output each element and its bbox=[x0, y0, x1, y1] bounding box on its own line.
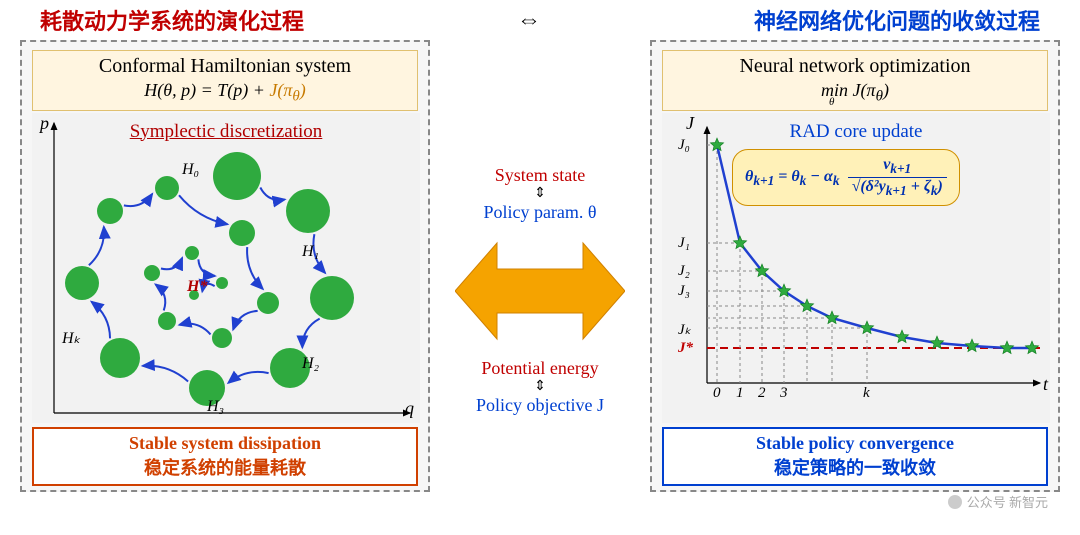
left-panel-header: Conformal Hamiltonian system H(θ, p) = T… bbox=[32, 50, 418, 111]
x-tick-label: 3 bbox=[780, 385, 788, 402]
left-chart-area: Symplectic discretization p q bbox=[32, 113, 420, 423]
x-tick-label: 0 bbox=[713, 385, 721, 402]
watermark: 公众号 新智元 bbox=[947, 492, 1048, 511]
x-tick-label: 1 bbox=[736, 385, 744, 402]
h-label: H₂ bbox=[302, 355, 319, 373]
watermark-icon bbox=[947, 494, 963, 510]
left-chart-svg bbox=[32, 113, 420, 423]
h-label: H₃ bbox=[207, 398, 224, 416]
right-header-equation: min J(πθ) θ bbox=[669, 80, 1041, 106]
right-chart-area: RAD core update θk+1 = θk − αk vk+1 √(δ²… bbox=[662, 113, 1050, 423]
policy-objective-label: Policy objective J bbox=[476, 394, 604, 417]
y-tick-label: Jₖ bbox=[678, 320, 691, 339]
right-footer-en: Stable policy convergence bbox=[670, 433, 1040, 454]
y-tick-label: J₁ bbox=[678, 235, 690, 252]
center-bottom-label: Potential energy ⇕ Policy objective J bbox=[476, 357, 604, 418]
potential-energy-label: Potential energy bbox=[476, 357, 604, 380]
h-label: H₀ bbox=[182, 161, 199, 179]
h-star-label: H* bbox=[187, 278, 207, 296]
right-header-title: Neural network optimization bbox=[669, 55, 1041, 78]
rad-formula: θk+1 = θk − αk vk+1 √(δ²yk+1 + ζk) bbox=[732, 149, 960, 206]
panels-row: Conformal Hamiltonian system H(θ, p) = T… bbox=[0, 40, 1080, 492]
right-panel-header: Neural network optimization min J(πθ) θ bbox=[662, 50, 1048, 111]
big-double-arrow-icon bbox=[455, 231, 625, 351]
y-tick-label: J* bbox=[678, 340, 693, 357]
watermark-text: 公众号 新智元 bbox=[967, 492, 1048, 511]
right-panel: Neural network optimization min J(πθ) θ … bbox=[650, 40, 1060, 492]
x-tick-label: k bbox=[863, 385, 870, 402]
center-column: System state ⇕ Policy param. θ Potential… bbox=[440, 40, 640, 492]
policy-param-label: Policy param. θ bbox=[483, 201, 596, 224]
updown-icon: ⇕ bbox=[483, 187, 596, 201]
right-title: 神经网络优化问题的收敛过程 bbox=[754, 4, 1040, 36]
eq-pre: H(θ, p) = T(p) + bbox=[144, 80, 269, 100]
left-header-title: Conformal Hamiltonian system bbox=[39, 55, 411, 78]
eq-J: J(πθ) bbox=[269, 80, 305, 100]
y-tick-label: J₃ bbox=[678, 283, 690, 300]
system-state-label: System state bbox=[483, 164, 596, 187]
h-label: H₁ bbox=[302, 243, 319, 261]
x-tick-label: 2 bbox=[758, 385, 766, 402]
y-tick-label: J₂ bbox=[678, 263, 690, 280]
title-row: 耗散动力学系统的演化过程 ⇔ 神经网络优化问题的收敛过程 bbox=[0, 0, 1080, 36]
left-chart-title: Symplectic discretization bbox=[32, 121, 420, 143]
right-footer: Stable policy convergence 稳定策略的一致收敛 bbox=[662, 427, 1048, 486]
left-footer: Stable system dissipation 稳定系统的能量耗散 bbox=[32, 427, 418, 486]
left-panel: Conformal Hamiltonian system H(θ, p) = T… bbox=[20, 40, 430, 492]
left-footer-en: Stable system dissipation bbox=[40, 433, 410, 454]
left-footer-cn: 稳定系统的能量耗散 bbox=[40, 454, 410, 480]
right-chart-title: RAD core update bbox=[662, 121, 1050, 143]
h-label: Hₖ bbox=[62, 328, 80, 348]
right-footer-cn: 稳定策略的一致收敛 bbox=[670, 454, 1040, 480]
center-top-label: System state ⇕ Policy param. θ bbox=[483, 164, 596, 225]
left-header-equation: H(θ, p) = T(p) + J(πθ) bbox=[39, 80, 411, 106]
updown-icon-2: ⇕ bbox=[476, 380, 604, 394]
left-title: 耗散动力学系统的演化过程 bbox=[40, 4, 304, 36]
equiv-symbol: ⇔ bbox=[517, 7, 541, 34]
